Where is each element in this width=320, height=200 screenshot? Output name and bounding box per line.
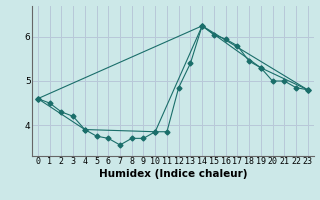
X-axis label: Humidex (Indice chaleur): Humidex (Indice chaleur) xyxy=(99,169,247,179)
